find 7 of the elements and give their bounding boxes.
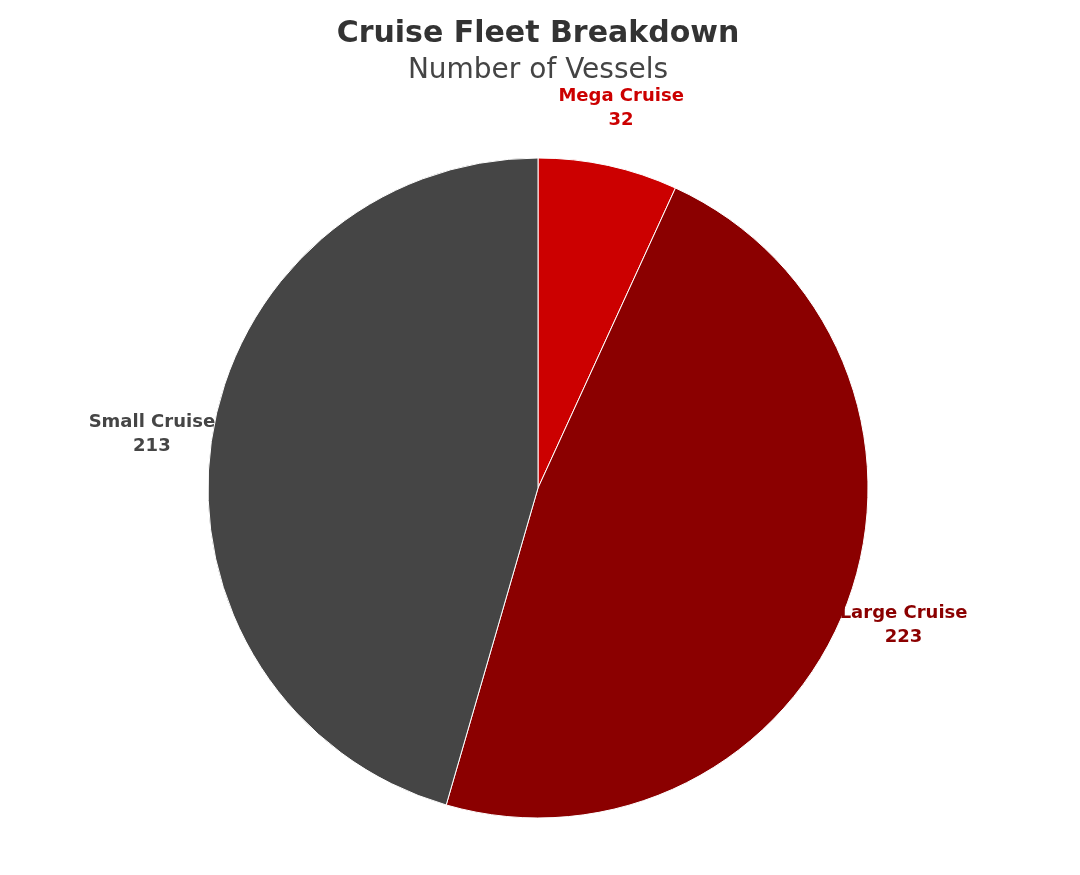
data-label: 213: [133, 434, 171, 456]
data-label: 32: [608, 107, 634, 129]
slice-label: Small Cruise: [88, 410, 216, 432]
chart-title: Cruise Fleet Breakdown: [336, 14, 740, 49]
chart-subtitle: Number of Vessels: [407, 52, 669, 85]
data-label: 223: [884, 624, 923, 646]
slice-label: Mega Cruise: [558, 83, 684, 105]
